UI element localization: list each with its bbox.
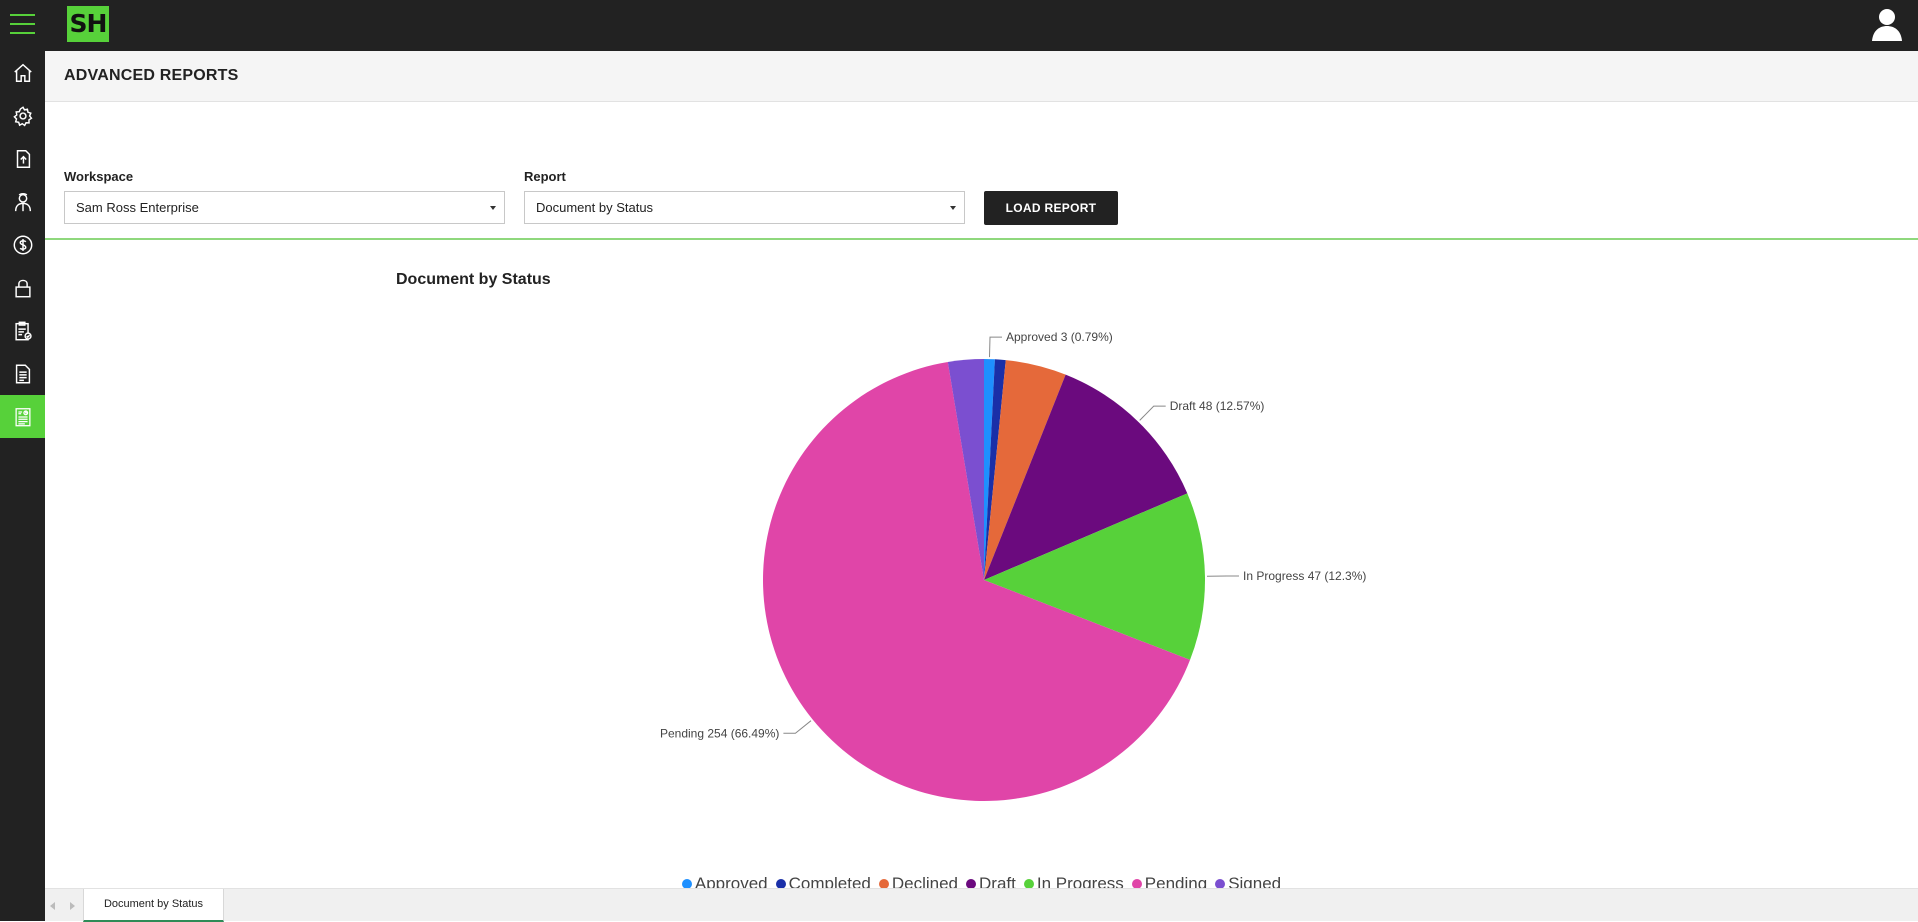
sidebar-item-agents[interactable] [0, 180, 45, 223]
chevron-down-icon [950, 206, 956, 210]
chevron-down-icon [490, 206, 496, 210]
sheet-tab-document-by-status[interactable]: Document by Status [83, 889, 224, 922]
data-label-in-progress: In Progress 47 (12.3%) [1243, 569, 1366, 583]
sidebar-item-documents[interactable] [0, 352, 45, 395]
dollar-icon [12, 234, 34, 256]
sidebar-item-security[interactable] [0, 266, 45, 309]
report-filters: Workspace Sam Ross Enterprise Report Doc… [45, 102, 1918, 240]
workspace-select[interactable]: Sam Ross Enterprise [64, 191, 505, 224]
top-bar: SH [0, 0, 1918, 51]
data-label-approved: Approved 3 (0.79%) [1006, 330, 1113, 344]
page-header: ADVANCED REPORTS [45, 51, 1918, 102]
leader-line-approved [990, 337, 1003, 357]
sidebar-item-tasks[interactable] [0, 309, 45, 352]
user-avatar-icon[interactable] [1870, 6, 1904, 42]
workspace-select-value: Sam Ross Enterprise [76, 200, 199, 215]
chevron-right-icon[interactable] [70, 902, 75, 910]
hamburger-menu-icon[interactable] [10, 14, 35, 36]
upload-icon [12, 148, 34, 170]
app-logo[interactable]: SH [67, 6, 109, 42]
workspace-label: Workspace [64, 169, 133, 184]
page-title: ADVANCED REPORTS [64, 67, 238, 85]
home-icon [12, 62, 34, 84]
clipboard-check-icon [12, 320, 34, 342]
sidebar-item-home[interactable] [0, 51, 45, 94]
user-agent-icon [12, 191, 34, 213]
chevron-left-icon[interactable] [50, 902, 55, 910]
sidebar-item-reports[interactable] [0, 395, 45, 438]
pie-chart: Approved 3 (0.79%) Draft 48 (12.57%) In Pr… [45, 241, 1918, 861]
sidebar-item-billing[interactable] [0, 223, 45, 266]
report-select[interactable]: Document by Status [524, 191, 965, 224]
gear-icon [12, 105, 34, 127]
chart-area: Document by Status Approved 3 (0.79%)Dra… [45, 241, 1918, 889]
sidebar [0, 51, 45, 921]
data-label-pending: Pending 254 (66.49%) [660, 726, 779, 740]
leader-line-pending [783, 721, 811, 734]
report-select-value: Document by Status [536, 200, 653, 215]
document-icon [12, 363, 34, 385]
report-icon [12, 406, 34, 428]
report-label: Report [524, 169, 566, 184]
lock-icon [12, 277, 34, 299]
sidebar-item-upload[interactable] [0, 137, 45, 180]
sheet-tabs-bar: Document by Status [45, 888, 1918, 921]
data-label-draft: Draft 48 (12.57%) [1170, 399, 1265, 413]
sidebar-item-settings[interactable] [0, 94, 45, 137]
main-content: ADVANCED REPORTS Workspace Sam Ross Ente… [45, 51, 1918, 921]
load-report-button[interactable]: LOAD REPORT [984, 191, 1118, 225]
leader-line-draft [1140, 406, 1166, 420]
